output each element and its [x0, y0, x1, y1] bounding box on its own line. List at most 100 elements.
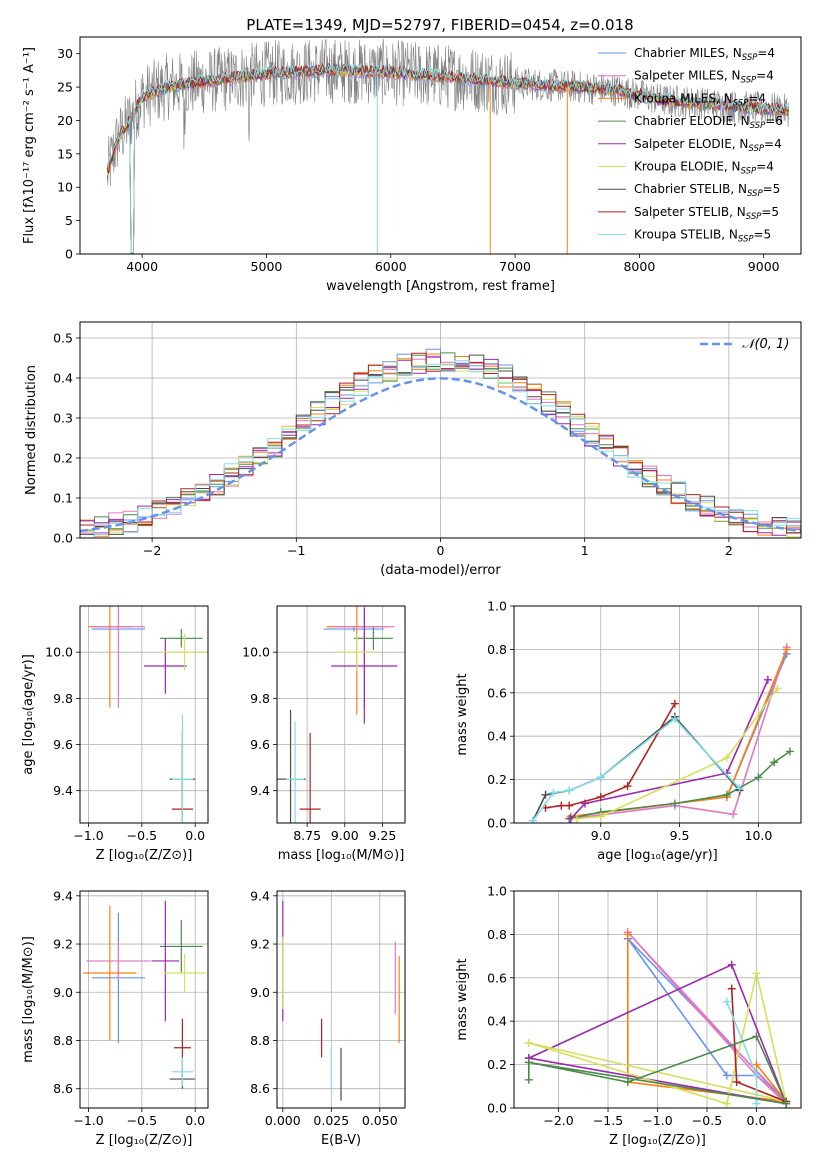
spectrum-ytick-label: 5 — [65, 213, 73, 228]
residuals-xtick-label: −1 — [287, 543, 305, 558]
age_vs_mass-xtick-label: 9.00 — [331, 828, 359, 843]
residuals-xtick-label: 1 — [581, 543, 589, 558]
weight_vs_Z-ytick-label: 0.8 — [487, 927, 507, 942]
spectrum-data-line — [107, 38, 789, 186]
age_vs_Z-ytick-label: 9.6 — [53, 737, 73, 752]
legend-label: Kroupa MILES, NSSP=4 — [634, 91, 766, 108]
mass_vs_Z-ylabel: mass [log₁₀(M/M⊙)] — [21, 936, 36, 1063]
series-line — [577, 688, 778, 820]
weight_vs_age-xlabel: age [log₁₀(age/yr)] — [597, 848, 718, 863]
age_vs_Z-ylabel: age [log₁₀(age/yr)] — [21, 654, 36, 775]
series-marker — [752, 1060, 761, 1069]
spectrum-lines — [106, 38, 789, 254]
mass_vs_ebv-xtick-label: 0.000 — [265, 1113, 301, 1128]
series-marker — [670, 699, 679, 708]
legend-label: Kroupa ELODIE, NSSP=4 — [634, 160, 774, 177]
series-marker — [785, 747, 794, 756]
age_vs_Z-ytick-label: 10.0 — [45, 645, 73, 660]
spectrum-ytick-label: 25 — [57, 80, 73, 95]
residuals-ylabel: Normed distribution — [24, 365, 39, 495]
age_vs_mass-ytick-label: 9.6 — [250, 737, 270, 752]
mass_vs_ebv-xlabel: E(B-V) — [321, 1133, 361, 1148]
mass_vs_ebv-ytick-label: 9.4 — [250, 888, 270, 903]
weight_vs_age-series — [528, 643, 794, 823]
weight_vs_Z-ytick-label: 1.0 — [487, 884, 507, 899]
age-vs-z-panel: −1.0 −0.5 0.0 9.4 9.6 9.8 10.0 Z [log₁₀(Z/Z⊙)] a… — [21, 605, 209, 863]
series-marker — [770, 758, 779, 767]
mass_vs_ebv-xtick-label: 0.050 — [362, 1113, 398, 1128]
series-marker — [773, 684, 782, 693]
age_vs_Z-frame — [79, 605, 209, 824]
weight_vs_Z-xlabel: Z [log₁₀(Z/Z⊙)] — [609, 1133, 706, 1148]
weight_vs_age-ytick-label: 0.2 — [487, 772, 507, 787]
age-vs-mass-panel: 8.75 9.00 9.25 9.4 9.6 9.8 10.0 mass [log₁₀(M/M… — [242, 605, 406, 863]
series-marker — [596, 773, 605, 782]
series-line — [627, 931, 787, 1105]
age_vs_Z-ytick-label: 9.4 — [53, 783, 73, 798]
residuals-ytick-label: 0.1 — [53, 491, 73, 506]
series-marker — [727, 984, 736, 993]
age_vs_mass-frame — [276, 605, 406, 824]
series-line — [545, 703, 676, 809]
spectrum-xlabel: wavelength [Angstrom, rest frame] — [326, 279, 555, 294]
series-marker — [722, 997, 731, 1006]
spectrum-ytick-label: 10 — [57, 180, 73, 195]
series-marker — [524, 1038, 533, 1047]
residuals-xtick-label: −2 — [143, 543, 161, 558]
weight_vs_Z-ytick-label: 0.6 — [487, 970, 507, 985]
residuals-ytick-label: 0.3 — [53, 411, 73, 426]
mass-vs-ebv-panel: 0.000 0.025 0.050 8.6 8.8 9.0 9.2 9.4 E(B-V) — [250, 888, 406, 1148]
legend-label: 𝒩(0, 1) — [742, 337, 789, 352]
mass_vs_Z-ytick-label: 9.2 — [53, 937, 73, 952]
weight_vs_age-xtick-label: 10.0 — [745, 828, 773, 843]
mass_vs_Z-xtick-label: −0.5 — [127, 1113, 157, 1128]
series-marker — [557, 801, 566, 810]
residuals-ytick-label: 0.2 — [53, 451, 73, 466]
series-marker — [596, 792, 605, 801]
residuals-frame — [79, 321, 802, 539]
weight_vs_age-ylabel: mass weight — [455, 673, 470, 755]
series-line — [570, 653, 788, 818]
weight_vs_age-ytick-label: 0.6 — [487, 685, 507, 700]
series-marker — [623, 1077, 632, 1086]
age_vs_mass-xtick-label: 9.25 — [368, 828, 396, 843]
weight_vs_age-xtick-label: 9.0 — [591, 828, 611, 843]
series-marker — [752, 1099, 761, 1108]
spectrum-xtick-label: 9000 — [748, 259, 780, 274]
legend: Chabrier MILES, NSSP=4 Salpeter MILES, NS… — [598, 46, 783, 245]
series-marker — [524, 1075, 533, 1084]
spectrum-frame — [79, 36, 802, 255]
spectrum-ytick-label: 15 — [57, 146, 73, 161]
series-marker — [549, 788, 558, 797]
age_vs_Z-ytick-label: 9.8 — [53, 691, 73, 706]
series-marker — [729, 810, 738, 819]
weight_vs_age-ytick-label: 0.8 — [487, 642, 507, 657]
series-marker — [524, 1058, 533, 1067]
spectrum-model-line — [106, 63, 789, 254]
legend-label: Chabrier ELODIE, NSSP=6 — [634, 114, 783, 131]
weight_vs_Z-xtick-label: −1.0 — [642, 1113, 672, 1128]
series-marker — [722, 1071, 731, 1080]
legend-label: Salpeter ELODIE, NSSP=4 — [634, 137, 782, 154]
series-line — [532, 717, 741, 822]
mass-vs-z-panel: −1.0 −0.5 0.0 8.6 8.8 9.0 9.2 9.4 Z [log₁₀(Z/Z⊙)… — [21, 888, 209, 1148]
age_vs_mass-points — [277, 606, 398, 823]
mass_vs_Z-ytick-label: 8.8 — [53, 1033, 73, 1048]
series-marker — [722, 1099, 731, 1108]
weight_vs_age-ytick-label: 0.0 — [487, 816, 507, 831]
residuals-hists — [80, 348, 801, 538]
series-marker — [573, 814, 582, 823]
legend-label: Chabrier MILES, NSSP=4 — [634, 46, 775, 63]
age_vs_Z-xtick-label: −1.0 — [73, 828, 103, 843]
mass_vs_Z-xtick-label: 0.0 — [185, 1113, 205, 1128]
mass_vs_ebv-xtick-label: 0.025 — [313, 1113, 349, 1128]
series-marker — [565, 801, 574, 810]
weight_vs_Z-ylabel: mass weight — [455, 958, 470, 1040]
series-marker — [670, 714, 679, 723]
spectrum-ytick-label: 20 — [57, 113, 73, 128]
residuals-xtick-label: 0 — [437, 543, 445, 558]
residuals-ytick-label: 0.4 — [53, 371, 73, 386]
series-marker — [752, 1071, 761, 1080]
mass_vs_Z-xtick-label: −1.0 — [73, 1113, 103, 1128]
mass_vs_ebv-frame — [276, 890, 406, 1109]
